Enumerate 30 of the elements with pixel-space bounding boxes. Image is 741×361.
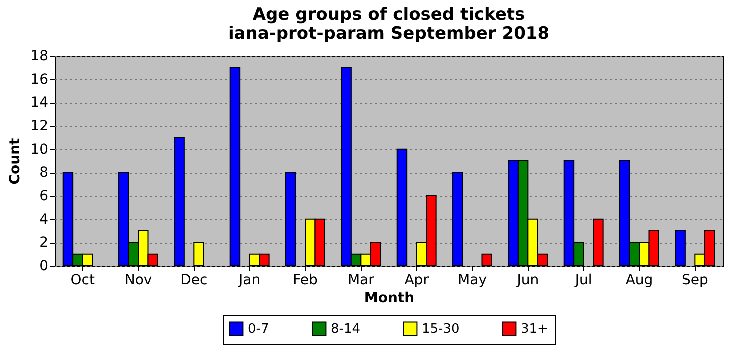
y-axis-title: Count [8,138,24,185]
x-tick-label: Nov [124,272,152,288]
y-tick-label: 14 [30,95,49,112]
y-tick-label: 10 [30,142,48,158]
x-tick-label: Oct [70,272,96,288]
y-tick-label: 12 [30,118,48,134]
x-tick-label: Jan [238,272,261,288]
y-tick-label: 18 [30,48,48,64]
chart-title: Age groups of closed tickets [252,5,526,25]
y-tick-label: 6 [40,188,49,204]
chart-subtitle: iana-prot-param September 2018 [228,24,550,44]
x-tick-label: Dec [180,272,208,288]
x-tick-label: Aug [626,272,654,288]
x-tick-label: Sep [682,272,708,288]
legend-label: 0-7 [248,322,270,337]
y-tick-label: 0 [40,258,48,274]
y-tick-label: 16 [30,72,49,88]
legend-label: 8-14 [331,322,361,337]
y-tick-label: 4 [40,212,49,228]
x-axis-title: Month [364,290,415,306]
y-tick-label: 2 [40,235,48,252]
x-tick-label: Jun [516,272,540,288]
x-tick-label: Apr [404,272,430,288]
y-tick-label: 8 [40,165,48,182]
x-tick-label: May [458,272,487,288]
x-tick-label: Jul [574,272,592,288]
x-tick-label: Mar [348,272,375,288]
legend-label: 15-30 [422,322,460,337]
x-tick-label: Feb [293,272,318,288]
legend-label: 31+ [521,322,548,337]
